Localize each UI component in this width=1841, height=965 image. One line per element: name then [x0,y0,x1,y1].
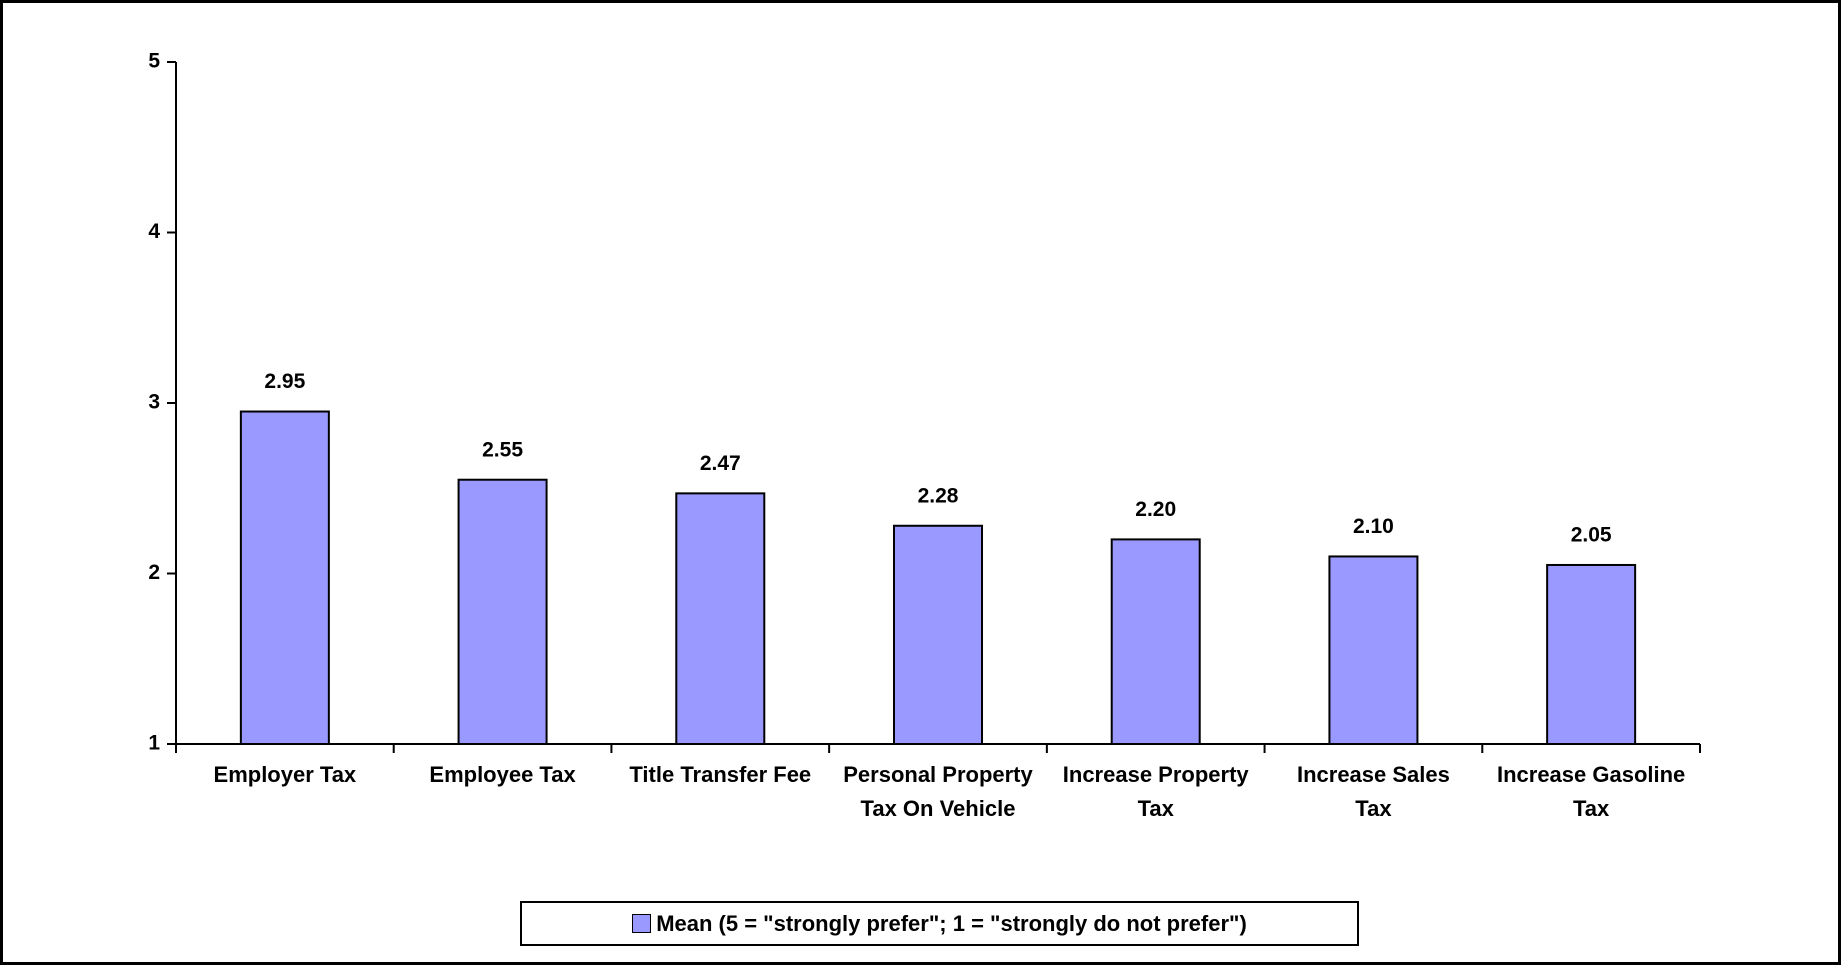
x-tick-label: Increase Gasoline Tax [1496,762,1686,821]
x-tick-label: Increase Sales Tax [1296,762,1450,821]
x-tick-label: Personal Property Tax On Vehicle [843,762,1033,821]
y-tick-label: 4 [148,220,160,243]
x-tick-label: Increase Property Tax [1062,762,1249,821]
y-tick-label: 2 [148,561,160,584]
x-tick-label: Employee Tax [429,762,576,787]
legend-swatch [632,914,652,933]
bar [239,410,330,745]
bar [675,492,766,745]
bar [1546,563,1637,745]
bar [893,524,983,746]
bar [1110,538,1201,746]
data-label: 2.55 [482,438,523,461]
data-label: 2.95 [264,370,305,393]
y-tick-label: 5 [148,50,160,73]
data-label: 2.05 [1571,524,1612,547]
legend: Mean (5 = "strongly prefer"; 1 = "strong… [520,901,1359,946]
data-label: 2.10 [1353,515,1394,538]
x-tick-label: Employer Tax [213,762,357,787]
x-tick-label: Title Transfer Fee [629,762,812,787]
y-tick-label: 3 [148,391,160,414]
y-tick-label: 1 [148,732,160,755]
data-label: 2.47 [700,452,741,475]
legend-label: Mean (5 = "strongly prefer"; 1 = "strong… [656,910,1247,936]
bar [1328,555,1419,746]
data-label: 2.20 [1135,498,1176,521]
plot: 1 2 3 4 5 2.95 2.55 2.47 2.28 2.20 2.10 2.05 [148,50,1701,755]
data-label: 2.28 [918,484,959,507]
bar [457,478,548,745]
